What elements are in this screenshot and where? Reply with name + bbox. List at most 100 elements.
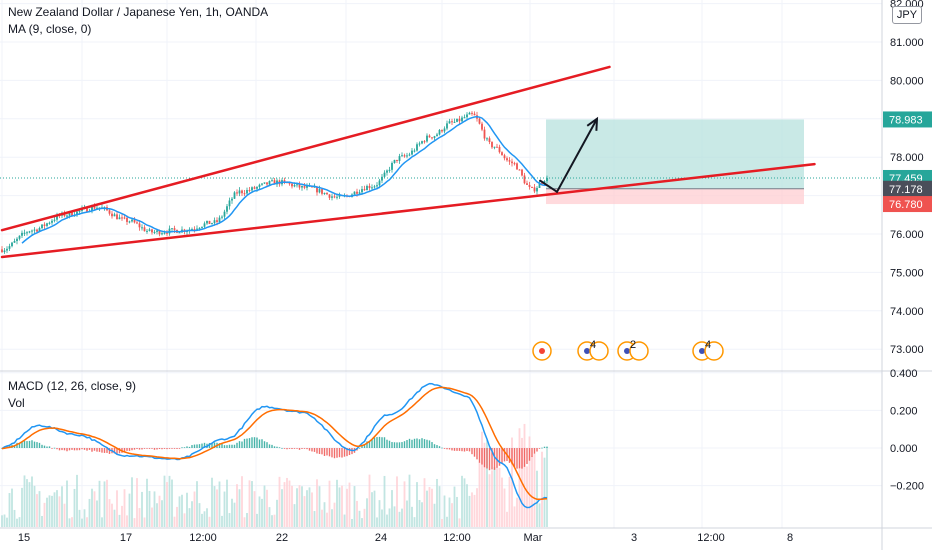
price-tick-label: 76.000 bbox=[890, 229, 924, 241]
histogram-bar bbox=[191, 445, 193, 448]
ma-legend[interactable]: MA (9, close, 0) bbox=[8, 22, 92, 36]
candle-body bbox=[158, 230, 161, 235]
candle-body bbox=[503, 155, 506, 159]
histogram-bar bbox=[71, 448, 73, 450]
volume-bar bbox=[121, 505, 123, 527]
histogram-bar bbox=[238, 441, 241, 448]
histogram-bar bbox=[463, 448, 466, 452]
histogram-bar bbox=[398, 442, 401, 448]
time-tick-label: 17 bbox=[120, 532, 132, 544]
candle-body bbox=[446, 123, 448, 129]
volume-bar bbox=[526, 466, 528, 527]
histogram-bar bbox=[81, 448, 83, 450]
histogram-bar bbox=[158, 448, 161, 449]
volume-bar bbox=[86, 517, 88, 527]
volume-bar bbox=[458, 518, 461, 527]
candle-body bbox=[256, 186, 258, 189]
histogram-bar bbox=[378, 436, 381, 448]
histogram-bar bbox=[473, 448, 476, 457]
volume-bar bbox=[503, 488, 506, 527]
candle-body bbox=[423, 141, 426, 143]
histogram-bar bbox=[316, 448, 318, 454]
volume-bar bbox=[268, 507, 271, 527]
candle-body bbox=[383, 172, 386, 177]
histogram-bar bbox=[256, 437, 258, 448]
candle-body bbox=[356, 191, 358, 194]
volume-bar bbox=[471, 492, 473, 527]
volume-bar bbox=[171, 479, 173, 527]
candle-body bbox=[16, 238, 18, 242]
volume-bar bbox=[146, 478, 148, 527]
volume-bar bbox=[43, 502, 46, 527]
histogram-bar bbox=[203, 442, 206, 448]
histogram-bar bbox=[471, 448, 473, 455]
candle-body bbox=[463, 117, 466, 119]
volume-bar bbox=[528, 436, 531, 527]
histogram-bar bbox=[296, 448, 298, 449]
candle-body bbox=[391, 162, 393, 170]
candle-body bbox=[473, 113, 476, 116]
volume-bar bbox=[103, 481, 106, 527]
candle-body bbox=[498, 146, 501, 153]
volume-bar bbox=[341, 485, 343, 527]
volume-bar bbox=[408, 474, 411, 527]
volume-bar bbox=[293, 504, 296, 527]
histogram-bar bbox=[73, 448, 76, 451]
candle-body bbox=[478, 118, 481, 124]
candle-body bbox=[318, 189, 321, 193]
volume-bar bbox=[108, 499, 111, 527]
candle-body bbox=[13, 241, 16, 243]
candle-body bbox=[193, 228, 196, 230]
volume-bar bbox=[361, 518, 363, 527]
histogram-bar bbox=[36, 442, 38, 448]
vol-legend-label[interactable]: Vol bbox=[8, 396, 25, 410]
histogram-bar bbox=[173, 448, 176, 449]
candle-body bbox=[221, 216, 223, 218]
candle-body bbox=[98, 207, 101, 209]
histogram-bar bbox=[181, 447, 183, 449]
volume-bar bbox=[263, 485, 266, 527]
histogram-bar bbox=[153, 448, 156, 450]
symbol-title[interactable]: New Zealand Dollar / Japanese Yen, 1h, O… bbox=[8, 5, 269, 19]
event-marker bbox=[704, 341, 724, 361]
volume-bar bbox=[373, 490, 376, 527]
histogram-bar bbox=[371, 439, 373, 448]
volume-bar bbox=[231, 498, 233, 527]
volume-bar bbox=[253, 491, 256, 527]
histogram-bar bbox=[523, 448, 526, 467]
volume-bar bbox=[533, 453, 536, 527]
candle-body bbox=[243, 193, 246, 195]
volume-bar bbox=[201, 513, 203, 527]
candle-body bbox=[456, 118, 458, 122]
histogram-bar bbox=[273, 446, 276, 448]
histogram-bar bbox=[193, 444, 196, 448]
volume-bar bbox=[448, 497, 451, 527]
volume-bar bbox=[188, 508, 191, 527]
candle-body bbox=[421, 141, 423, 144]
histogram-bar bbox=[521, 448, 523, 469]
stop-price-tag: 76.780 bbox=[889, 199, 923, 211]
volume-bar bbox=[11, 488, 13, 527]
candle-body bbox=[393, 159, 396, 163]
histogram-bar bbox=[141, 448, 143, 450]
volume-bar bbox=[256, 513, 258, 527]
histogram-bar bbox=[403, 441, 406, 448]
macd-tick-label: 0.200 bbox=[890, 405, 918, 417]
volume-bar bbox=[66, 480, 68, 527]
volume-bar bbox=[266, 489, 268, 527]
volume-bar bbox=[506, 511, 508, 527]
volume-bar bbox=[241, 476, 243, 527]
volume-bar bbox=[31, 476, 33, 527]
histogram-bar bbox=[116, 448, 118, 454]
histogram-bar bbox=[456, 448, 458, 451]
histogram-bar bbox=[346, 448, 348, 457]
volume-bar bbox=[331, 509, 333, 527]
histogram-bar bbox=[388, 440, 391, 448]
volume-bar bbox=[123, 489, 126, 527]
currency-badge[interactable]: JPY bbox=[892, 6, 922, 24]
candle-body bbox=[301, 185, 303, 188]
histogram-bar bbox=[211, 442, 213, 448]
macd-legend-label[interactable]: MACD (12, 26, close, 9) bbox=[8, 379, 137, 393]
candle-body bbox=[496, 146, 498, 148]
